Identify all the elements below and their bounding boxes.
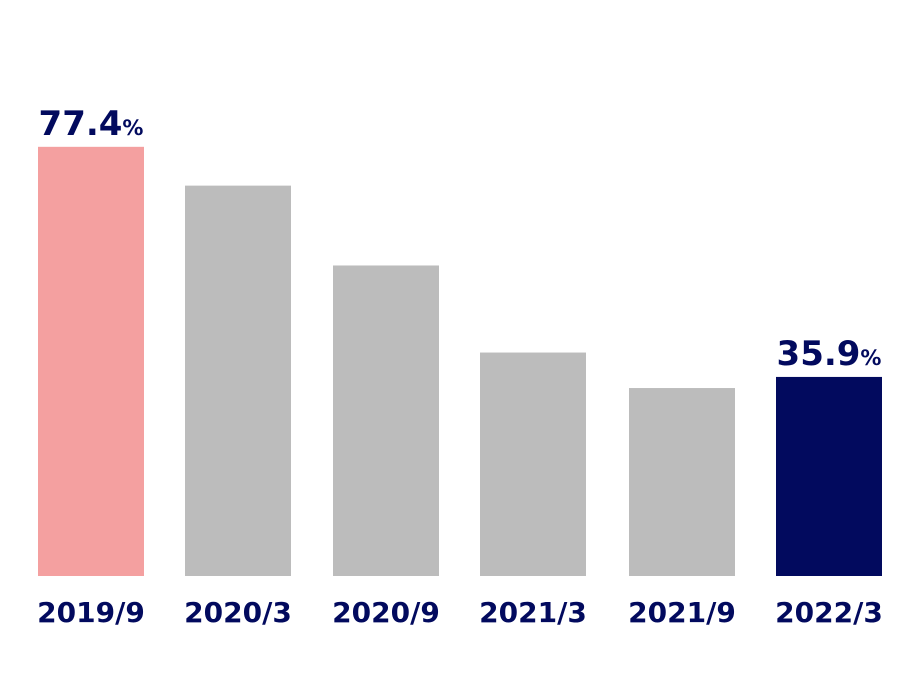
data-label: 77.4% [39,104,144,144]
bar-2021-9 [629,388,735,576]
x-tick-label: 2022/3 [775,596,883,629]
bar-2020-3 [185,185,291,576]
data-label-unit: % [860,346,881,370]
x-tick-label: 2021/9 [628,596,736,629]
x-tick-label: 2021/3 [479,596,587,629]
bars-group [38,146,882,576]
x-tick-label: 2019/9 [37,596,145,629]
bar-2019-9 [38,146,144,576]
x-tick-labels: 2019/9 2020/3 2020/9 2021/3 2021/9 2022/3 [37,596,883,629]
data-label-value: 35.9 [777,334,861,374]
x-tick-label: 2020/3 [184,596,292,629]
bar-2022-3 [776,376,882,576]
data-label-unit: % [122,116,143,140]
data-label-value: 77.4 [39,104,123,144]
bar-2020-9 [333,265,439,576]
bar-2021-3 [480,352,586,576]
data-labels: 77.4%35.9% [39,104,882,374]
x-tick-label: 2020/9 [332,596,440,629]
data-label: 35.9% [777,334,882,374]
